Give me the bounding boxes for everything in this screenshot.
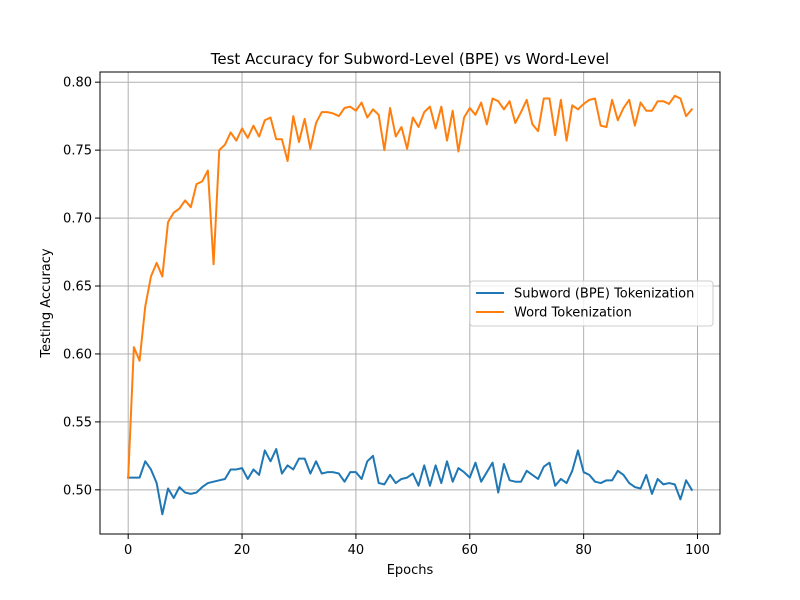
y-tick-label: 0.70 bbox=[63, 212, 92, 227]
legend-label-subword: Subword (BPE) Tokenization bbox=[514, 287, 694, 302]
y-tick-label: 0.60 bbox=[63, 347, 92, 362]
series-layer bbox=[127, 94, 694, 516]
chart-title: Test Accuracy for Subword-Level (BPE) vs… bbox=[210, 50, 609, 68]
y-tick-label: 0.75 bbox=[63, 144, 92, 159]
x-tick-label: 80 bbox=[575, 543, 592, 558]
series-line-subword bbox=[127, 448, 694, 516]
y-tick-label: 0.55 bbox=[63, 415, 92, 430]
x-axis-title: Epochs bbox=[387, 563, 434, 578]
y-axis-title: Testing Accuracy bbox=[39, 248, 54, 358]
x-tick-label: 100 bbox=[685, 543, 710, 558]
y-axis: 0.50 0.55 0.60 0.65 0.70 0.75 0.80 bbox=[63, 76, 100, 498]
legend-label-word: Word Tokenization bbox=[514, 306, 632, 321]
y-tick-label: 0.50 bbox=[63, 483, 92, 498]
x-tick-label: 20 bbox=[234, 543, 251, 558]
plot-frame bbox=[99, 71, 721, 535]
x-tick-label: 0 bbox=[124, 543, 132, 558]
y-tick-label: 0.80 bbox=[63, 76, 92, 91]
y-tick-label: 0.65 bbox=[63, 280, 92, 295]
legend: Subword (BPE) Tokenization Word Tokeniza… bbox=[469, 280, 714, 327]
x-tick-label: 40 bbox=[348, 543, 365, 558]
legend-box bbox=[469, 280, 714, 327]
x-axis: 0 20 40 60 80 100 bbox=[124, 534, 710, 558]
series-line-word bbox=[127, 94, 694, 479]
x-tick-label: 60 bbox=[462, 543, 479, 558]
